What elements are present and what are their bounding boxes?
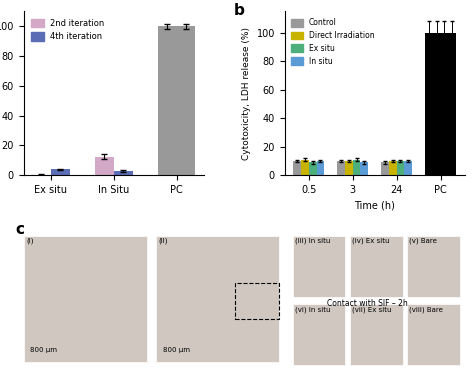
- Bar: [317, 161, 324, 175]
- Bar: [404, 161, 412, 175]
- Bar: [309, 162, 317, 175]
- Text: (v) Bare: (v) Bare: [410, 238, 438, 244]
- Bar: [293, 161, 301, 175]
- Text: (iv) Ex situ: (iv) Ex situ: [352, 238, 390, 244]
- FancyBboxPatch shape: [407, 304, 460, 365]
- Text: (vi) In situ: (vi) In situ: [295, 306, 330, 313]
- Bar: [32, 174, 51, 175]
- Text: 800 μm: 800 μm: [163, 347, 190, 353]
- Text: (vii) Ex situ: (vii) Ex situ: [352, 306, 392, 313]
- Bar: [337, 161, 345, 175]
- Bar: [114, 171, 133, 175]
- Bar: [51, 169, 70, 175]
- Text: (iii) In situ: (iii) In situ: [295, 238, 330, 244]
- FancyBboxPatch shape: [24, 236, 147, 362]
- Bar: [381, 162, 389, 175]
- Legend: 2nd iteration, 4th iteration: 2nd iteration, 4th iteration: [28, 16, 108, 44]
- Bar: [177, 26, 195, 175]
- Text: (II): (II): [158, 238, 168, 244]
- Bar: [433, 33, 440, 175]
- Bar: [301, 160, 309, 175]
- Bar: [345, 161, 353, 175]
- FancyBboxPatch shape: [292, 236, 346, 297]
- Bar: [361, 162, 368, 175]
- FancyBboxPatch shape: [350, 304, 403, 365]
- Bar: [425, 33, 433, 175]
- Text: b: b: [234, 3, 245, 18]
- Bar: [448, 33, 456, 175]
- Bar: [397, 161, 404, 175]
- Legend: Control, Direct Irradiation, Ex situ, In situ: Control, Direct Irradiation, Ex situ, In…: [288, 15, 378, 69]
- Text: (I): (I): [26, 238, 33, 244]
- FancyBboxPatch shape: [407, 236, 460, 297]
- Bar: [158, 26, 177, 175]
- Bar: [353, 160, 361, 175]
- Bar: [95, 157, 114, 175]
- FancyBboxPatch shape: [292, 304, 346, 365]
- Text: 800 μm: 800 μm: [30, 347, 57, 353]
- Bar: [389, 161, 397, 175]
- Text: (viii) Bare: (viii) Bare: [410, 306, 443, 313]
- Bar: [440, 33, 448, 175]
- FancyBboxPatch shape: [156, 236, 279, 362]
- X-axis label: Time (h): Time (h): [354, 201, 395, 211]
- Text: c: c: [15, 222, 24, 237]
- Text: Contact with SIF – 2h: Contact with SIF – 2h: [327, 299, 408, 308]
- FancyBboxPatch shape: [350, 236, 403, 297]
- Y-axis label: Cytotoxicity, LDH release (%): Cytotoxicity, LDH release (%): [242, 27, 251, 160]
